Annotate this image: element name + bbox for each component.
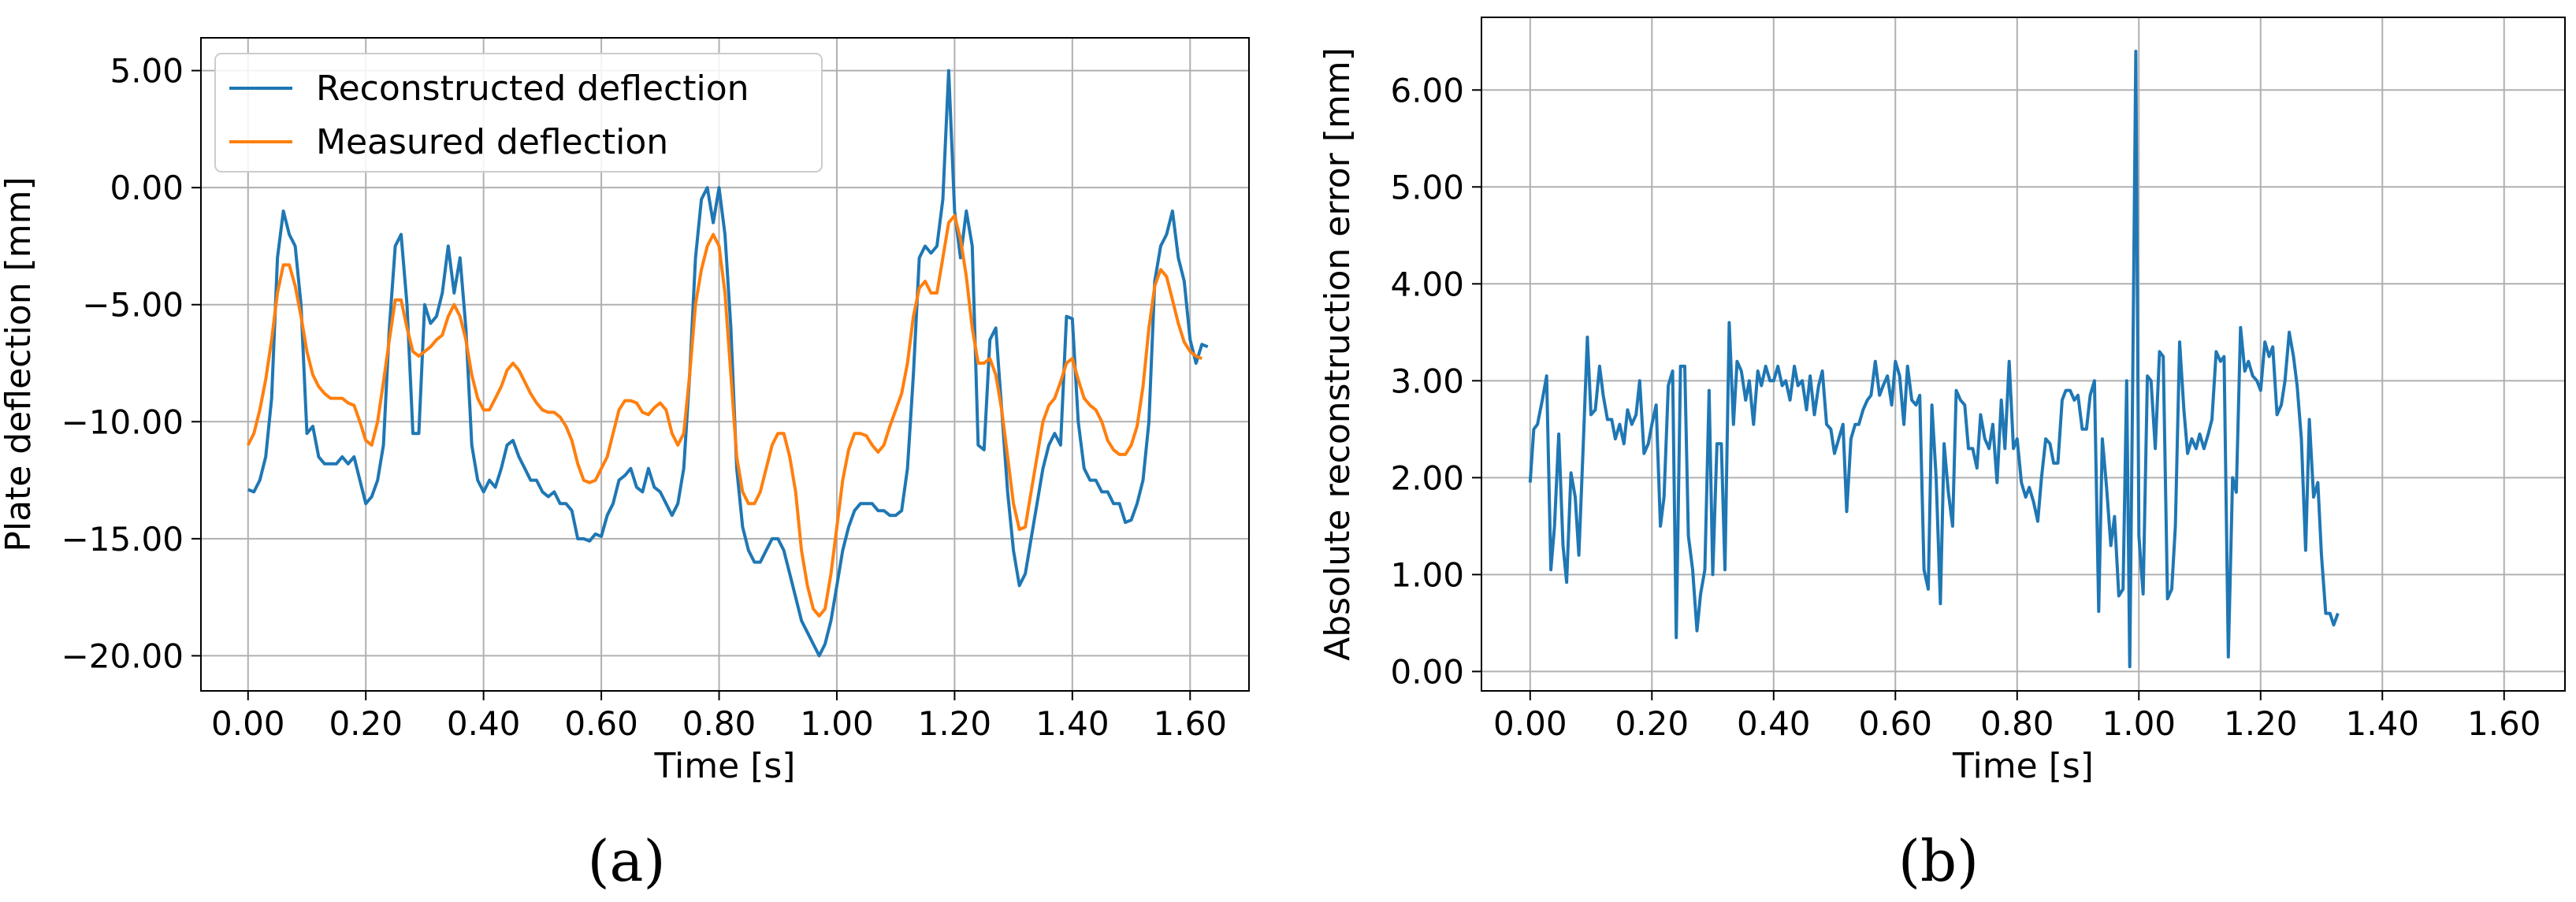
- y-tick-label: 0.00: [1390, 652, 1464, 691]
- x-tick-label: 1.20: [918, 704, 992, 743]
- y-tick-label: 4.00: [1390, 265, 1464, 303]
- y-tick-label: 5.00: [110, 52, 184, 91]
- series-line-1: [247, 213, 1203, 618]
- x-tick-label: 1.20: [2224, 704, 2298, 743]
- panel-a-deflection-chart: 0.00 0.20 0.40 0.60 0.80 1.00 1.20 1.40 1.60 −20.…: [0, 37, 1250, 894]
- panel-b-error-chart: 0.00 0.20 0.40 0.60 0.80 1.00 1.20 1.40 1.60 0.00…: [1318, 17, 2566, 894]
- legend-label: Reconstructed deflection: [316, 69, 749, 109]
- x-tick-label: 0.80: [1980, 704, 2054, 743]
- x-tick-label: 1.00: [2102, 704, 2176, 743]
- y-tick-label: 6.00: [1390, 71, 1464, 110]
- x-tick-label: 0.00: [211, 704, 285, 743]
- legend-label: Measured deflection: [316, 122, 668, 162]
- x-axis-label: Time [s]: [1952, 746, 2094, 786]
- x-tick-label: 0.40: [1737, 704, 1811, 743]
- x-tick-label: 0.20: [329, 704, 403, 743]
- y-tick-label: 0.00: [110, 169, 184, 207]
- x-tick-label: 1.60: [2467, 704, 2541, 743]
- legend-box: [214, 53, 823, 173]
- x-tick-label: 0.40: [447, 704, 521, 743]
- y-tick-label: 1.00: [1390, 555, 1464, 594]
- plot-frame: [200, 37, 1250, 692]
- y-tick-label: −15.00: [61, 520, 184, 559]
- panel-label: (a): [587, 828, 665, 894]
- x-tick-label: 0.20: [1615, 704, 1689, 743]
- panel-label: (b): [1898, 828, 1979, 894]
- y-tick-label: 3.00: [1390, 362, 1464, 400]
- series-line-0: [1528, 50, 2340, 669]
- y-axis-label: Absolute reconstruction error [mm]: [1318, 47, 1358, 661]
- plot-frame: [1481, 17, 2566, 692]
- x-tick-label: 1.40: [1035, 704, 1110, 743]
- y-tick-label: −20.00: [61, 637, 184, 675]
- y-tick-label: −5.00: [82, 286, 184, 325]
- y-tick-label: 2.00: [1390, 458, 1464, 497]
- y-tick-label: −10.00: [61, 403, 184, 441]
- x-tick-label: 1.00: [800, 704, 874, 743]
- x-axis-label: Time [s]: [654, 746, 796, 786]
- x-tick-label: 1.60: [1154, 704, 1228, 743]
- x-tick-label: 1.40: [2346, 704, 2420, 743]
- y-axis-label: Plate deflection [mm]: [0, 176, 39, 551]
- x-tick-label: 0.60: [564, 704, 638, 743]
- x-tick-label: 0.60: [1859, 704, 1933, 743]
- x-tick-label: 0.00: [1493, 704, 1567, 743]
- x-tick-label: 0.80: [682, 704, 756, 743]
- y-tick-label: 5.00: [1390, 168, 1464, 206]
